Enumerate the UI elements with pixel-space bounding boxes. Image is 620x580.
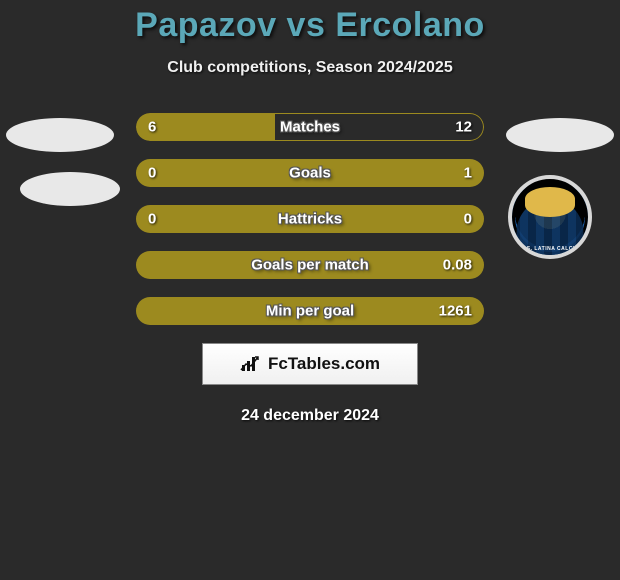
stat-value-right: 12 <box>455 119 472 136</box>
stat-row-matches: Matches 6 12 <box>136 113 484 141</box>
subtitle: Club competitions, Season 2024/2025 <box>0 59 620 77</box>
stat-value-right: 0 <box>464 211 472 228</box>
stat-label: Matches <box>280 119 340 136</box>
stat-value-left: 0 <box>148 165 156 182</box>
stat-row-min-per-goal: Min per goal 1261 <box>136 297 484 325</box>
stat-value-left: 6 <box>148 119 156 136</box>
stat-row-goals-per-match: Goals per match 0.08 <box>136 251 484 279</box>
stat-label: Goals per match <box>251 257 369 274</box>
stat-row-hattricks: Hattricks 0 0 <box>136 205 484 233</box>
stat-value-left: 0 <box>148 211 156 228</box>
fctables-logo[interactable]: FcTables.com <box>202 343 418 385</box>
stat-row-goals: Goals 0 1 <box>136 159 484 187</box>
date-label: 24 december 2024 <box>0 407 620 425</box>
stat-label: Min per goal <box>266 303 354 320</box>
stat-value-right: 1261 <box>439 303 472 320</box>
stat-bar-left <box>136 113 275 141</box>
stat-value-right: 0.08 <box>443 257 472 274</box>
stat-value-right: 1 <box>464 165 472 182</box>
stat-label: Hattricks <box>278 211 342 228</box>
bar-chart-icon <box>240 355 262 373</box>
stat-label: Goals <box>289 165 331 182</box>
logo-text: FcTables.com <box>268 354 380 374</box>
page-title: Papazov vs Ercolano <box>0 0 620 45</box>
stats-list: Matches 6 12 Goals 0 1 Hattricks 0 0 Goals per ma… <box>0 113 620 325</box>
